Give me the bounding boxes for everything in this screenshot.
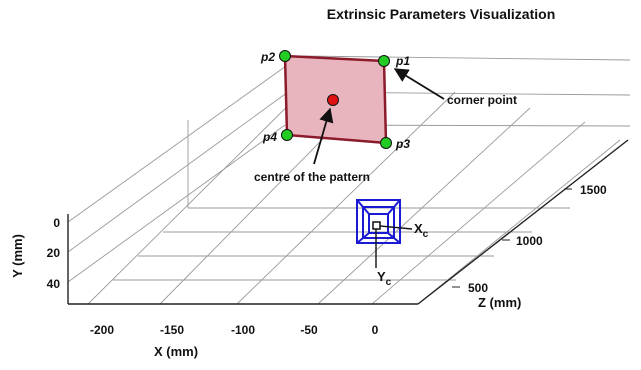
corner-p1-marker xyxy=(378,55,390,67)
camera-center xyxy=(372,221,381,230)
corner-point-annotation: corner point xyxy=(447,93,517,107)
x-tick-0: 0 xyxy=(372,323,379,337)
corner-p3-marker xyxy=(380,137,392,149)
z-ticks: 500 1000 1500 xyxy=(452,183,607,295)
camera-y-label: Yc xyxy=(377,269,392,288)
y-tick-0: 0 xyxy=(53,216,60,230)
y-tick-40: 40 xyxy=(47,277,61,291)
label-p1: p1 xyxy=(395,54,410,68)
centre-annotation: centre of the pattern xyxy=(254,170,370,184)
z-tick-1000: 1000 xyxy=(516,234,543,248)
y-tick-20: 20 xyxy=(47,246,61,260)
y-axis-label: Y (mm) xyxy=(10,234,25,278)
y-ticks: 0 20 40 xyxy=(47,216,61,291)
x-tick-minus100: -100 xyxy=(231,323,255,337)
label-p3: p3 xyxy=(395,137,410,151)
label-p2: p2 xyxy=(260,50,275,64)
z-tick-500: 500 xyxy=(468,281,488,295)
camera-frustum xyxy=(356,199,401,244)
camera-x-axis xyxy=(379,225,413,230)
x-tick-minus150: -150 xyxy=(160,323,184,337)
x-tick-minus200: -200 xyxy=(90,323,114,337)
z-tick-1500: 1500 xyxy=(580,183,607,197)
centre-arrow xyxy=(313,107,334,165)
x-axis-label: X (mm) xyxy=(154,344,198,359)
z-axis-label: Z (mm) xyxy=(478,295,521,310)
corner-p2-marker xyxy=(279,50,291,62)
figure-title: Extrinsic Parameters Visualization xyxy=(327,6,556,22)
corner-point-arrow xyxy=(393,68,445,100)
axis-box xyxy=(67,139,629,305)
camera-x-label: Xc xyxy=(414,221,429,240)
x-tick-minus50: -50 xyxy=(300,323,318,337)
centre-marker xyxy=(327,94,339,106)
label-p4: p4 xyxy=(262,130,277,144)
x-ticks: -200 -150 -100 -50 0 xyxy=(90,323,379,337)
corner-p4-marker xyxy=(281,129,293,141)
